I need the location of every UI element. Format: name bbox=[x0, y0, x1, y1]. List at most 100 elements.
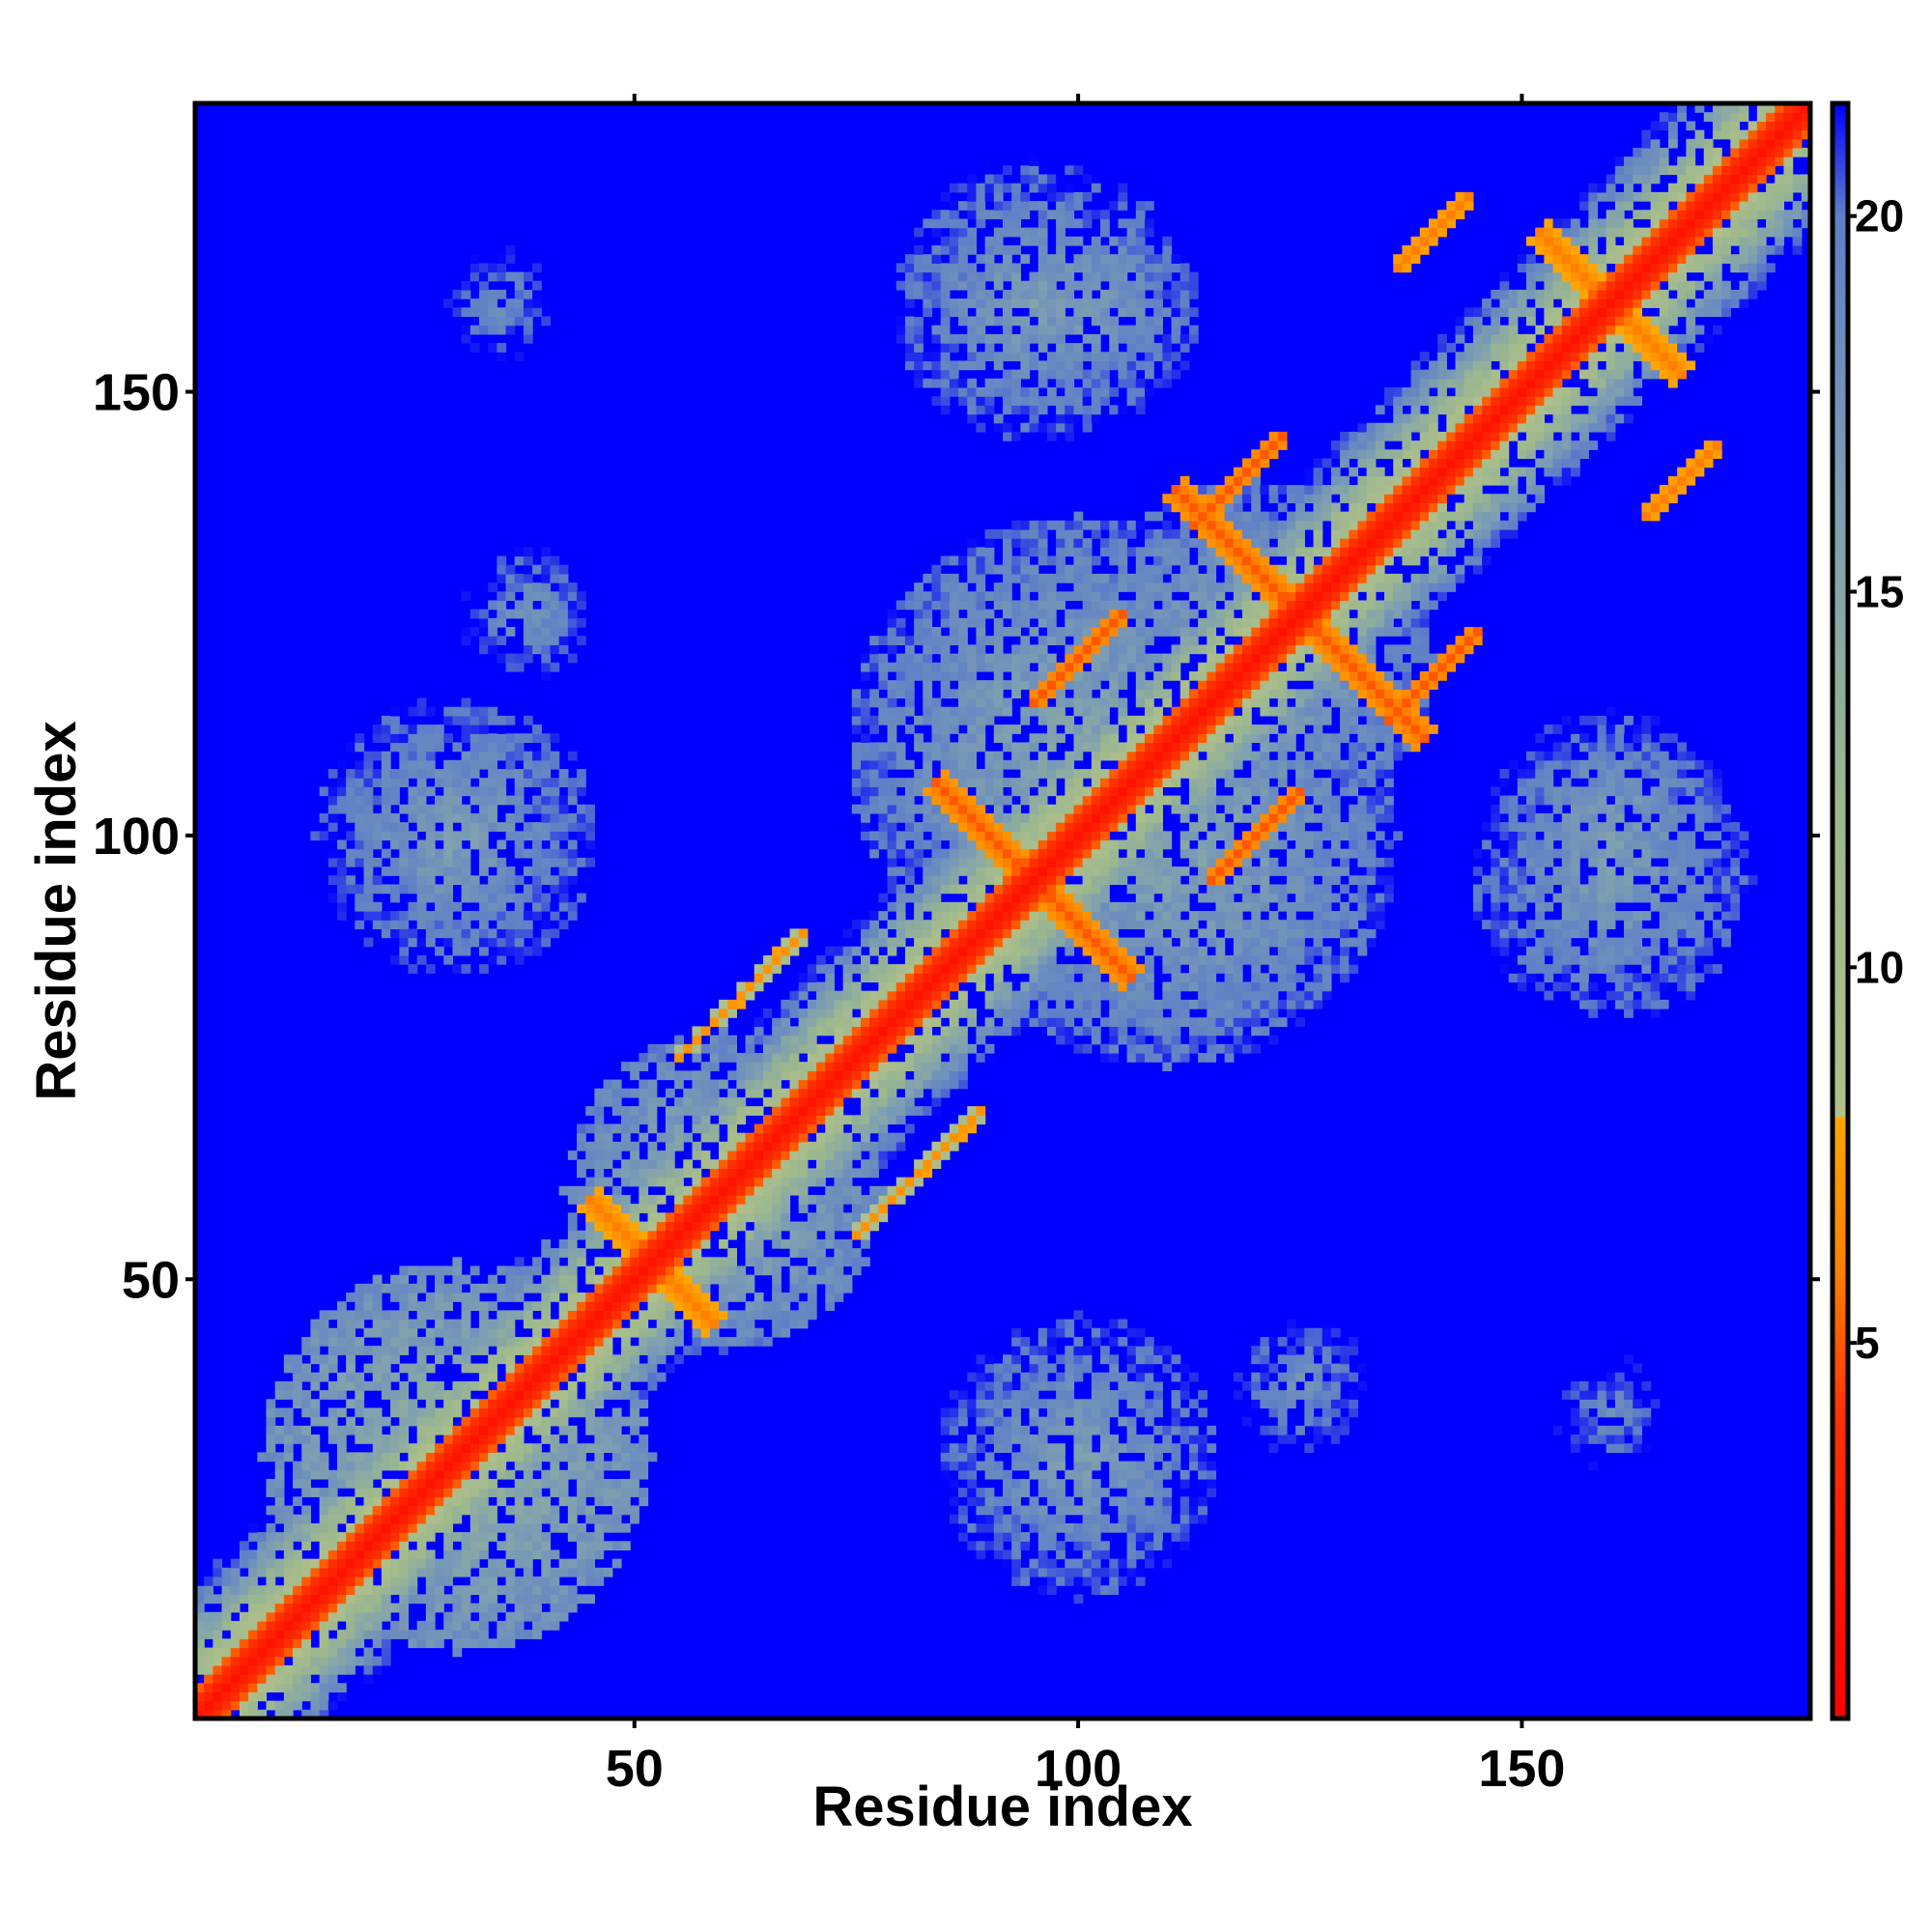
heatmap-cell bbox=[620, 1416, 631, 1427]
heatmap-cell bbox=[523, 1558, 533, 1569]
heatmap-cell bbox=[381, 911, 391, 921]
heatmap-cell bbox=[984, 759, 995, 770]
heatmap-cell bbox=[842, 1070, 853, 1081]
heatmap-cell bbox=[514, 1346, 525, 1355]
heatmap-cell bbox=[869, 848, 879, 859]
heatmap-cell bbox=[532, 875, 542, 886]
heatmap-cell bbox=[1003, 289, 1012, 299]
heatmap-cell bbox=[976, 884, 986, 895]
heatmap-cell bbox=[585, 1265, 596, 1276]
heatmap-cell bbox=[949, 369, 959, 380]
heatmap-cell bbox=[736, 1151, 747, 1160]
heatmap-cell bbox=[931, 901, 942, 912]
heatmap-cell bbox=[532, 1416, 542, 1427]
heatmap-cell bbox=[523, 1488, 533, 1497]
heatmap-cell bbox=[594, 1123, 605, 1134]
heatmap-cell bbox=[825, 981, 836, 992]
heatmap-cell bbox=[887, 1009, 897, 1018]
heatmap-cell bbox=[1056, 884, 1065, 895]
heatmap-cell bbox=[390, 1567, 400, 1577]
heatmap-cell bbox=[461, 1549, 471, 1560]
heatmap-cell bbox=[416, 1425, 427, 1435]
heatmap-cell bbox=[319, 1585, 329, 1595]
heatmap-cell bbox=[310, 1585, 321, 1595]
heatmap-cell bbox=[895, 1062, 906, 1071]
heatmap-cell bbox=[594, 1478, 605, 1489]
heatmap-cell bbox=[514, 1274, 525, 1285]
heatmap-cell bbox=[497, 1346, 507, 1355]
heatmap-cell bbox=[443, 911, 454, 921]
heatmap-cell bbox=[798, 1238, 809, 1249]
heatmap-cell bbox=[719, 1204, 728, 1213]
heatmap-cell bbox=[967, 244, 978, 255]
heatmap-cell bbox=[1046, 1558, 1057, 1569]
heatmap-cell bbox=[1046, 812, 1057, 823]
heatmap-cell bbox=[558, 627, 569, 637]
heatmap-cell bbox=[1003, 1399, 1012, 1409]
heatmap-cell bbox=[825, 1070, 836, 1081]
heatmap-cell bbox=[914, 289, 923, 299]
heatmap-cell bbox=[274, 1638, 285, 1649]
heatmap-cell bbox=[1003, 990, 1012, 1001]
heatmap-cell bbox=[976, 1115, 986, 1125]
heatmap-cell bbox=[257, 1638, 268, 1649]
heatmap-cell bbox=[541, 1478, 552, 1489]
heatmap-cell bbox=[887, 1132, 897, 1143]
heatmap-cell bbox=[293, 1496, 302, 1507]
heatmap-cell bbox=[940, 1151, 951, 1160]
heatmap-cell bbox=[789, 999, 800, 1009]
heatmap-cell bbox=[505, 715, 516, 725]
heatmap-cell bbox=[488, 343, 497, 353]
heatmap-cell bbox=[1056, 1372, 1065, 1382]
heatmap-cell bbox=[327, 1522, 338, 1533]
heatmap-cell bbox=[674, 1194, 684, 1205]
heatmap-cell bbox=[967, 893, 978, 903]
heatmap-cell bbox=[550, 884, 560, 895]
heatmap-cell bbox=[550, 786, 560, 797]
heatmap-cell bbox=[869, 1079, 879, 1090]
heatmap-cell bbox=[976, 901, 986, 912]
heatmap-cell bbox=[887, 786, 897, 797]
heatmap-cell bbox=[1011, 786, 1021, 797]
heatmap-cell bbox=[1046, 831, 1057, 841]
heatmap-cell bbox=[541, 1283, 552, 1293]
heatmap-cell bbox=[301, 1664, 312, 1675]
heatmap-cell bbox=[807, 973, 817, 983]
heatmap-cell bbox=[1020, 786, 1031, 797]
heatmap-cell bbox=[1011, 954, 1021, 965]
heatmap-cell bbox=[753, 1017, 764, 1028]
heatmap-cell bbox=[363, 1407, 374, 1418]
heatmap-cell bbox=[532, 1443, 542, 1453]
heatmap-cell bbox=[1037, 1380, 1048, 1391]
heatmap-cell bbox=[1020, 617, 1031, 628]
heatmap-cell bbox=[1029, 582, 1039, 592]
heatmap-cell bbox=[558, 804, 569, 814]
heatmap-cell bbox=[478, 1407, 489, 1418]
heatmap-cell bbox=[1056, 920, 1065, 929]
heatmap-cell bbox=[984, 183, 995, 193]
heatmap-cell bbox=[816, 1079, 826, 1090]
heatmap-cell bbox=[1029, 1522, 1039, 1533]
heatmap-cell bbox=[327, 875, 338, 886]
heatmap-cell bbox=[399, 1585, 410, 1595]
heatmap-cell bbox=[488, 298, 497, 308]
heatmap-cell bbox=[603, 1310, 613, 1321]
heatmap-cell bbox=[478, 928, 489, 939]
heatmap-cell bbox=[940, 236, 951, 246]
heatmap-cell bbox=[514, 1514, 525, 1524]
heatmap-cell bbox=[639, 1248, 649, 1258]
heatmap-cell bbox=[834, 1177, 844, 1187]
heatmap-cell bbox=[478, 1630, 489, 1639]
heatmap-cell bbox=[914, 280, 923, 291]
heatmap-cell bbox=[523, 1372, 533, 1382]
heatmap-cell bbox=[639, 1283, 649, 1293]
heatmap-cell bbox=[594, 1327, 605, 1338]
heatmap-cell bbox=[1029, 964, 1039, 974]
heatmap-cell bbox=[958, 236, 968, 246]
heatmap-cell bbox=[1046, 1496, 1057, 1507]
heatmap-cell bbox=[355, 778, 365, 787]
heatmap-cell bbox=[984, 769, 995, 779]
heatmap-cell bbox=[585, 1204, 596, 1213]
heatmap-cell bbox=[1020, 636, 1031, 645]
heatmap-cell bbox=[505, 1425, 516, 1435]
